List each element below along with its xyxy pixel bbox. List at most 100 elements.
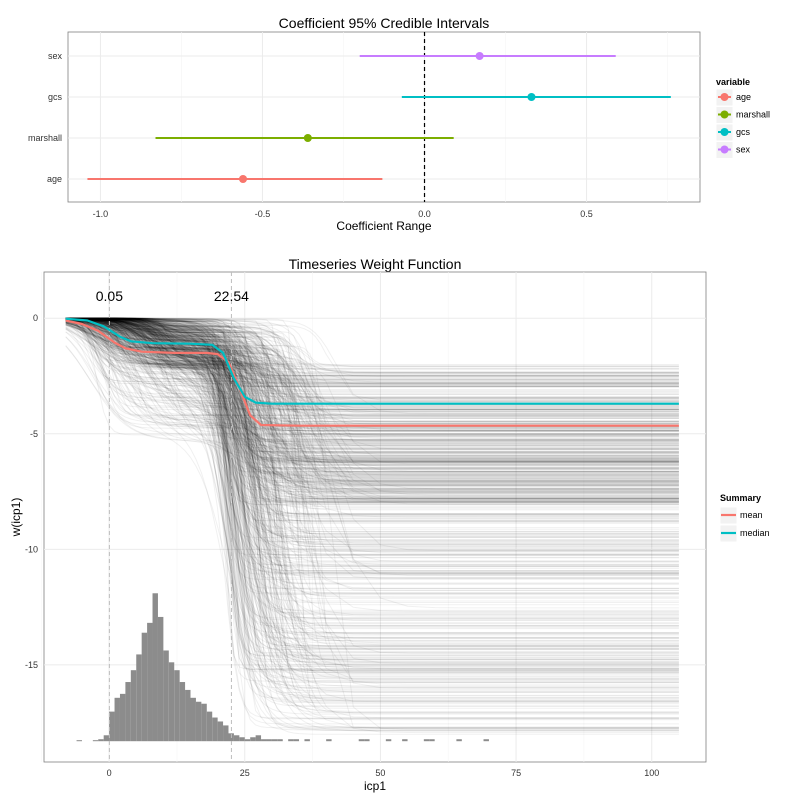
posterior-draw-line — [65, 317, 679, 467]
y-tick-label: -5 — [30, 429, 38, 439]
posterior-draw-line — [65, 317, 679, 460]
posterior-draw-line — [65, 319, 679, 546]
estimate-point-sex — [475, 52, 484, 60]
legend-label: age — [736, 92, 751, 102]
y-tick-label: -15 — [25, 660, 38, 670]
posterior-draw-line — [65, 318, 679, 395]
histogram-bar — [114, 697, 120, 742]
posterior-draw-line — [65, 318, 679, 450]
histogram-bar — [136, 654, 142, 742]
posterior-draw-line — [65, 318, 679, 377]
posterior-draw-line — [65, 319, 679, 436]
posterior-draw-line — [65, 322, 679, 485]
posterior-draw-line — [65, 318, 679, 564]
posterior-draw-line — [65, 320, 679, 411]
legend-label: gcs — [736, 127, 751, 137]
posterior-draw-line — [65, 318, 679, 453]
posterior-draw-line — [65, 317, 679, 487]
posterior-draw-line — [65, 318, 679, 398]
posterior-draw-line — [65, 319, 679, 406]
posterior-draw-line — [65, 317, 679, 465]
posterior-draw-line — [65, 318, 679, 649]
posterior-draw-line — [65, 317, 679, 471]
posterior-draw-line — [65, 317, 679, 385]
posterior-draw-line — [65, 318, 679, 595]
posterior-draw-line — [65, 318, 679, 470]
posterior-draw-line — [65, 317, 679, 432]
histogram-bar — [402, 739, 408, 742]
posterior-draw-line — [65, 317, 679, 474]
posterior-draw-line — [65, 318, 679, 493]
x-tick-label: 75 — [511, 768, 521, 778]
posterior-draw-line — [65, 317, 679, 468]
histogram-bar — [206, 711, 213, 742]
posterior-draw-line — [65, 317, 679, 469]
posterior-draw-line — [65, 317, 679, 485]
posterior-draw-line — [65, 317, 679, 572]
posterior-draw-line — [65, 317, 679, 453]
histogram-bar — [168, 662, 175, 742]
chart-title: Timeseries Weight Function — [289, 256, 462, 272]
posterior-draw-line — [65, 317, 679, 603]
posterior-draw-line — [65, 318, 679, 639]
posterior-draw-line — [65, 317, 679, 577]
posterior-draw-line — [65, 317, 679, 455]
posterior-draw-line — [65, 318, 679, 457]
x-axis-label: icp1 — [364, 779, 386, 793]
posterior-draw-line — [65, 322, 679, 443]
posterior-draw-line — [65, 317, 679, 668]
posterior-draw-line — [65, 317, 679, 619]
posterior-draw-line — [65, 320, 679, 416]
posterior-draw-line — [65, 319, 679, 476]
y-tick-label: -10 — [25, 544, 38, 554]
histogram-bar — [109, 711, 115, 742]
posterior-draw-line — [65, 317, 679, 399]
posterior-draw-line — [65, 317, 679, 683]
posterior-draw-line — [65, 318, 679, 380]
legend-key-point — [720, 145, 729, 154]
posterior-draw-line — [65, 317, 679, 381]
posterior-draw-line — [65, 317, 679, 547]
histogram-bar — [147, 622, 153, 742]
posterior-draw-line — [65, 318, 679, 443]
summary-line-mean — [65, 319, 679, 427]
posterior-draw-line — [65, 317, 679, 483]
posterior-draw-line — [65, 317, 679, 712]
posterior-draw-line — [65, 317, 679, 478]
posterior-draw-line — [65, 317, 679, 673]
y-tick-label: gcs — [48, 92, 63, 102]
posterior-draw-line — [65, 317, 679, 408]
legend-items: age marshall gcs sex — [715, 88, 770, 159]
posterior-draw-line — [65, 317, 679, 452]
histogram-bar — [163, 650, 169, 742]
posterior-draw-line — [65, 318, 679, 489]
histogram-bar — [185, 689, 191, 742]
posterior-draw-line — [65, 317, 679, 419]
histogram-bar — [233, 735, 240, 742]
threshold-label: 22.54 — [214, 288, 249, 304]
posterior-draw-line — [65, 317, 679, 650]
posterior-draw-line — [65, 317, 679, 411]
posterior-draw-line — [65, 317, 679, 669]
histogram-bar — [223, 725, 229, 742]
histogram-bar — [244, 739, 251, 742]
x-tick-label: 50 — [375, 768, 385, 778]
legend: Summary mean median — [719, 493, 770, 543]
posterior-draw-line — [65, 318, 679, 472]
histogram-bar — [293, 739, 300, 742]
x-axis-label: Coefficient Range — [336, 219, 432, 233]
posterior-draw-line — [65, 325, 679, 425]
posterior-draw-line — [65, 317, 679, 396]
posterior-draw-line — [65, 317, 679, 535]
posterior-draw-line — [65, 321, 679, 683]
legend-label: sex — [736, 145, 751, 155]
histogram-bar — [456, 739, 462, 742]
legend-title: Summary — [720, 493, 761, 503]
histogram-bar — [141, 632, 148, 742]
posterior-draw-line — [65, 317, 679, 483]
posterior-draw-line — [65, 317, 679, 585]
posterior-draw-line — [65, 317, 679, 432]
posterior-draw-line — [65, 317, 679, 477]
posterior-draw-line — [65, 317, 679, 647]
posterior-draw-line — [65, 317, 679, 479]
